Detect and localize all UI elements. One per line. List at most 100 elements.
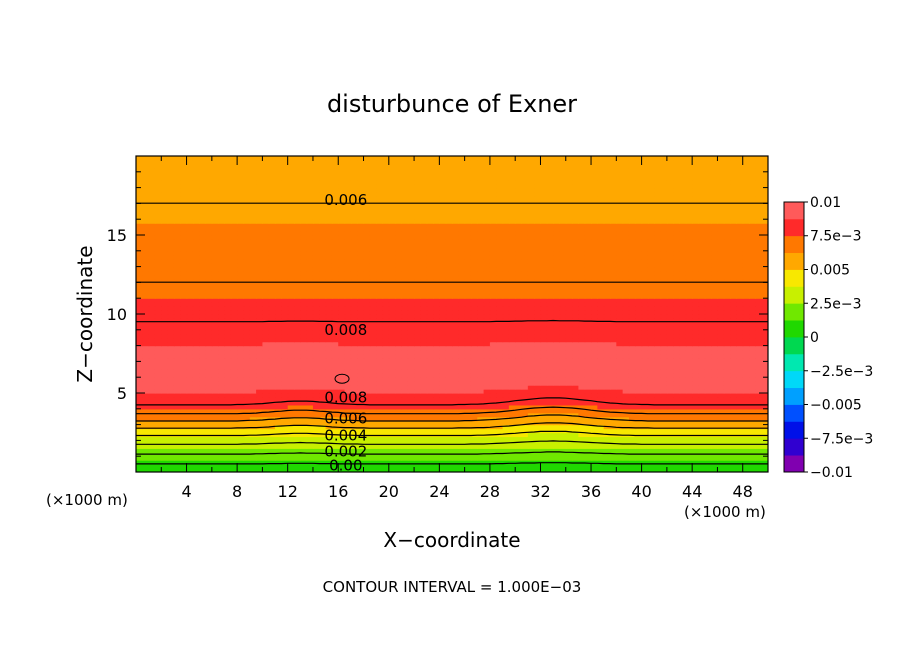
field-cell	[742, 357, 750, 362]
field-cell	[628, 381, 636, 386]
field-cell	[553, 302, 561, 307]
field-cell	[287, 321, 295, 327]
field-cell	[711, 389, 719, 394]
field-cell	[192, 460, 200, 465]
field-cell	[180, 349, 188, 355]
field-cell	[142, 333, 150, 339]
field-cell	[534, 286, 542, 291]
field-cell	[426, 393, 434, 398]
field-cell	[711, 325, 719, 331]
field-cell	[369, 432, 377, 438]
field-cell	[237, 456, 245, 461]
field-cell	[445, 329, 453, 335]
field-cell	[578, 321, 586, 327]
field-cell	[173, 432, 181, 438]
field-cell	[142, 440, 150, 445]
field-cell	[161, 444, 169, 449]
field-cell	[414, 274, 421, 280]
field-cell	[243, 369, 251, 374]
field-cell	[515, 389, 523, 394]
field-cell	[711, 460, 719, 465]
field-cell	[306, 377, 314, 382]
field-cell	[673, 357, 681, 362]
field-cell	[489, 396, 497, 402]
field-cell	[540, 448, 548, 453]
field-cell	[237, 329, 245, 335]
field-cell	[483, 460, 491, 465]
field-cell	[350, 396, 358, 402]
field-cell	[388, 456, 396, 461]
field-cell	[559, 333, 567, 339]
field-cell	[616, 298, 624, 303]
field-cell	[426, 290, 434, 295]
field-cell	[148, 428, 156, 434]
field-cell	[458, 290, 466, 295]
field-cell	[654, 274, 662, 280]
field-cell	[249, 393, 257, 398]
field-cell	[338, 294, 346, 299]
field-cell	[502, 424, 510, 430]
field-cell	[445, 377, 453, 382]
field-cell	[685, 349, 693, 355]
field-cell	[363, 428, 371, 434]
field-cell	[540, 325, 548, 331]
field-cell	[186, 274, 194, 280]
field-cell	[730, 353, 737, 359]
field-cell	[338, 416, 346, 422]
field-cell	[445, 412, 453, 418]
field-cell	[180, 440, 188, 445]
field-cell	[508, 444, 516, 449]
field-cell	[565, 345, 573, 351]
field-cell	[249, 444, 257, 449]
field-cell	[597, 286, 605, 291]
field-cell	[325, 460, 333, 465]
field-cell	[363, 432, 371, 438]
field-cell	[749, 400, 756, 406]
field-cell	[502, 353, 510, 359]
field-cell	[711, 321, 719, 327]
field-cell	[452, 357, 459, 362]
field-cell	[736, 369, 744, 374]
field-cell	[414, 294, 421, 299]
field-cell	[395, 286, 403, 291]
field-cell	[496, 381, 504, 386]
field-cell	[312, 365, 320, 370]
field-cell	[173, 294, 181, 299]
field-cell	[275, 337, 282, 343]
field-cell	[546, 373, 554, 378]
field-cell	[458, 428, 466, 434]
field-cell	[426, 468, 434, 472]
field-cell	[230, 365, 238, 370]
field-cell	[180, 369, 188, 374]
field-cell	[388, 278, 396, 283]
field-cell	[597, 314, 605, 319]
field-cell	[464, 329, 472, 335]
field-cell	[312, 420, 320, 426]
field-cell	[420, 369, 428, 374]
field-cell	[161, 404, 169, 410]
field-cell	[483, 274, 491, 280]
field-cell	[211, 373, 219, 378]
field-cell	[445, 294, 453, 299]
field-cell	[673, 468, 681, 472]
field-cell	[736, 440, 744, 445]
field-cell	[382, 353, 390, 359]
field-cell	[376, 345, 384, 351]
field-cell	[237, 333, 245, 339]
field-cell	[755, 333, 763, 339]
field-cell	[452, 325, 459, 331]
field-cell	[628, 440, 636, 445]
field-cell	[148, 389, 156, 394]
field-cell	[508, 325, 516, 331]
field-cell	[673, 349, 681, 355]
field-cell	[673, 436, 681, 441]
field-cell	[224, 325, 232, 331]
field-cell	[262, 325, 270, 331]
field-cell	[243, 404, 251, 410]
field-cell	[294, 306, 301, 311]
field-cell	[508, 282, 516, 287]
field-cell	[641, 357, 649, 362]
field-cell	[698, 436, 706, 441]
field-cell	[603, 345, 611, 351]
field-cell	[464, 278, 472, 283]
